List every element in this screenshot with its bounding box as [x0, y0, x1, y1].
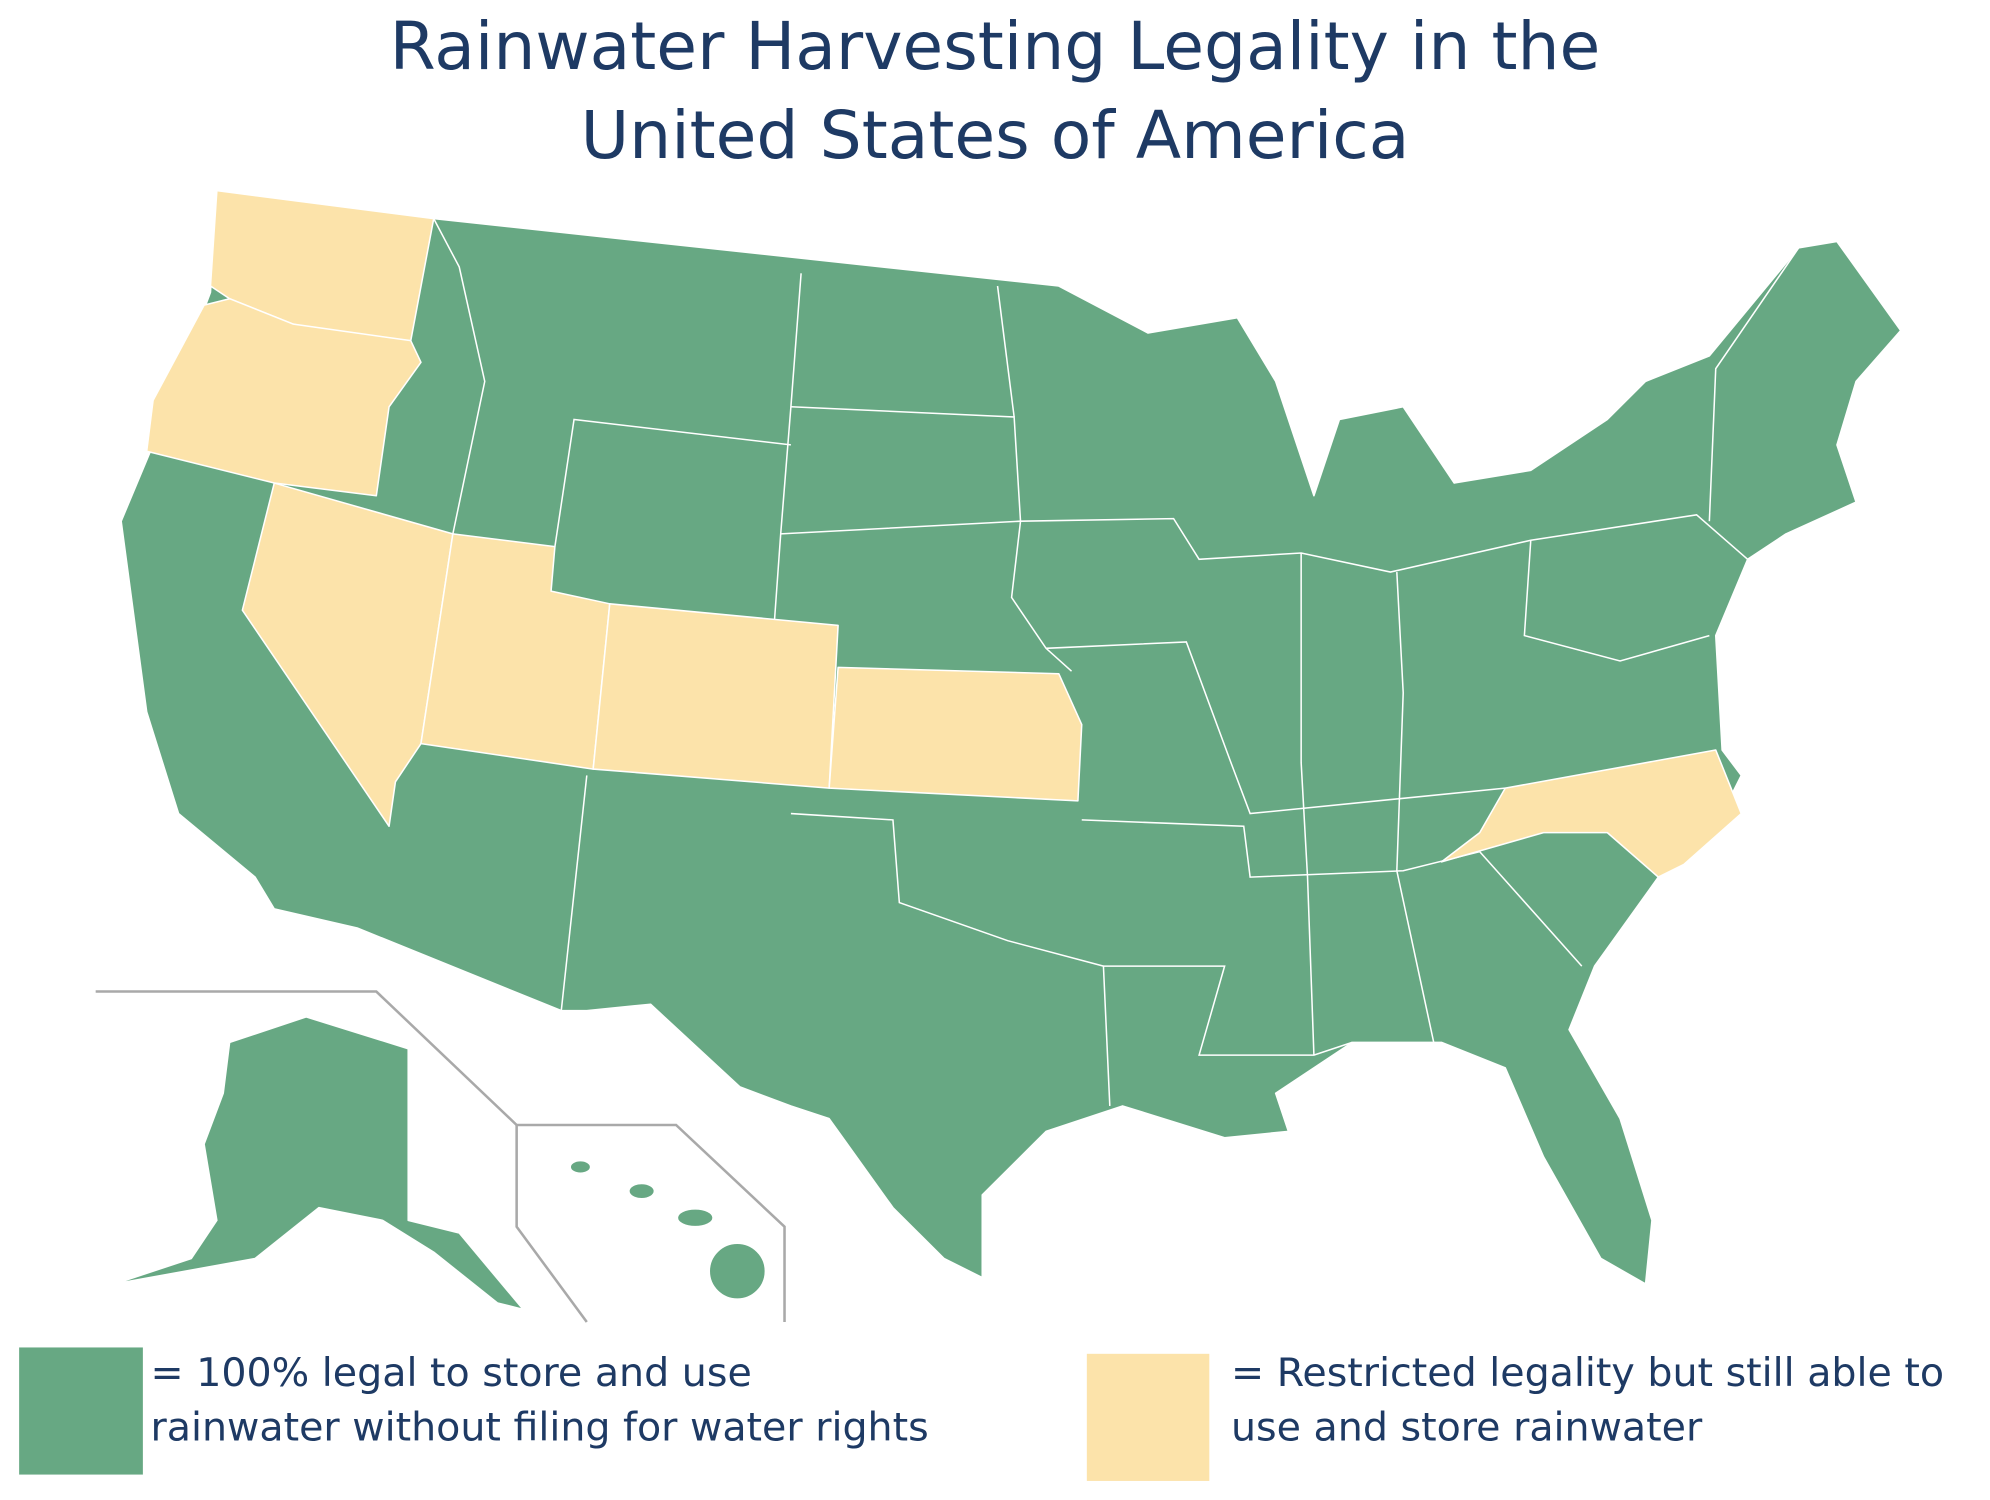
- alaska: [114, 1016, 524, 1311]
- title-line: United States of America: [581, 97, 1410, 174]
- state-border: [1103, 965, 1353, 1056]
- title-line: Rainwater Harvesting Legality in the: [390, 8, 1601, 85]
- restricted-region: [145, 297, 422, 497]
- inset-frame: [95, 990, 786, 1323]
- state-border: [790, 406, 1073, 672]
- state-border: [1081, 819, 1480, 878]
- state-border: [1300, 552, 1315, 1056]
- restricted-region: [828, 666, 1083, 802]
- hawaii: [569, 1159, 767, 1300]
- state-border: [560, 775, 588, 1011]
- state-border: [1396, 571, 1436, 1049]
- state-border: [1045, 641, 1506, 815]
- island: [676, 1208, 714, 1228]
- state-border: [1479, 851, 1583, 967]
- restricted-region: [592, 603, 839, 789]
- state-border: [554, 418, 791, 547]
- state-border: [773, 273, 802, 623]
- contiguous-us: [120, 189, 1902, 1285]
- state-border: [1708, 247, 1800, 522]
- island: [569, 1159, 592, 1175]
- state-border: [1523, 540, 1710, 662]
- island: [708, 1242, 767, 1300]
- island: [628, 1182, 656, 1200]
- state-border: [790, 812, 1111, 1106]
- inset-frame: [515, 1125, 588, 1323]
- legend-swatch: [1086, 1353, 1210, 1481]
- legend-text: use and store rainwater: [1231, 1405, 1703, 1451]
- legend-text: rainwater without filing for water right…: [151, 1405, 929, 1451]
- legend-swatch: [19, 1347, 143, 1475]
- restricted-region: [1440, 749, 1743, 878]
- legend-text: = Restricted legality but still able to: [1231, 1350, 1944, 1396]
- state-border: [433, 218, 486, 535]
- legend-text: = 100% legal to store and use: [151, 1350, 752, 1396]
- state-border: [996, 285, 1015, 418]
